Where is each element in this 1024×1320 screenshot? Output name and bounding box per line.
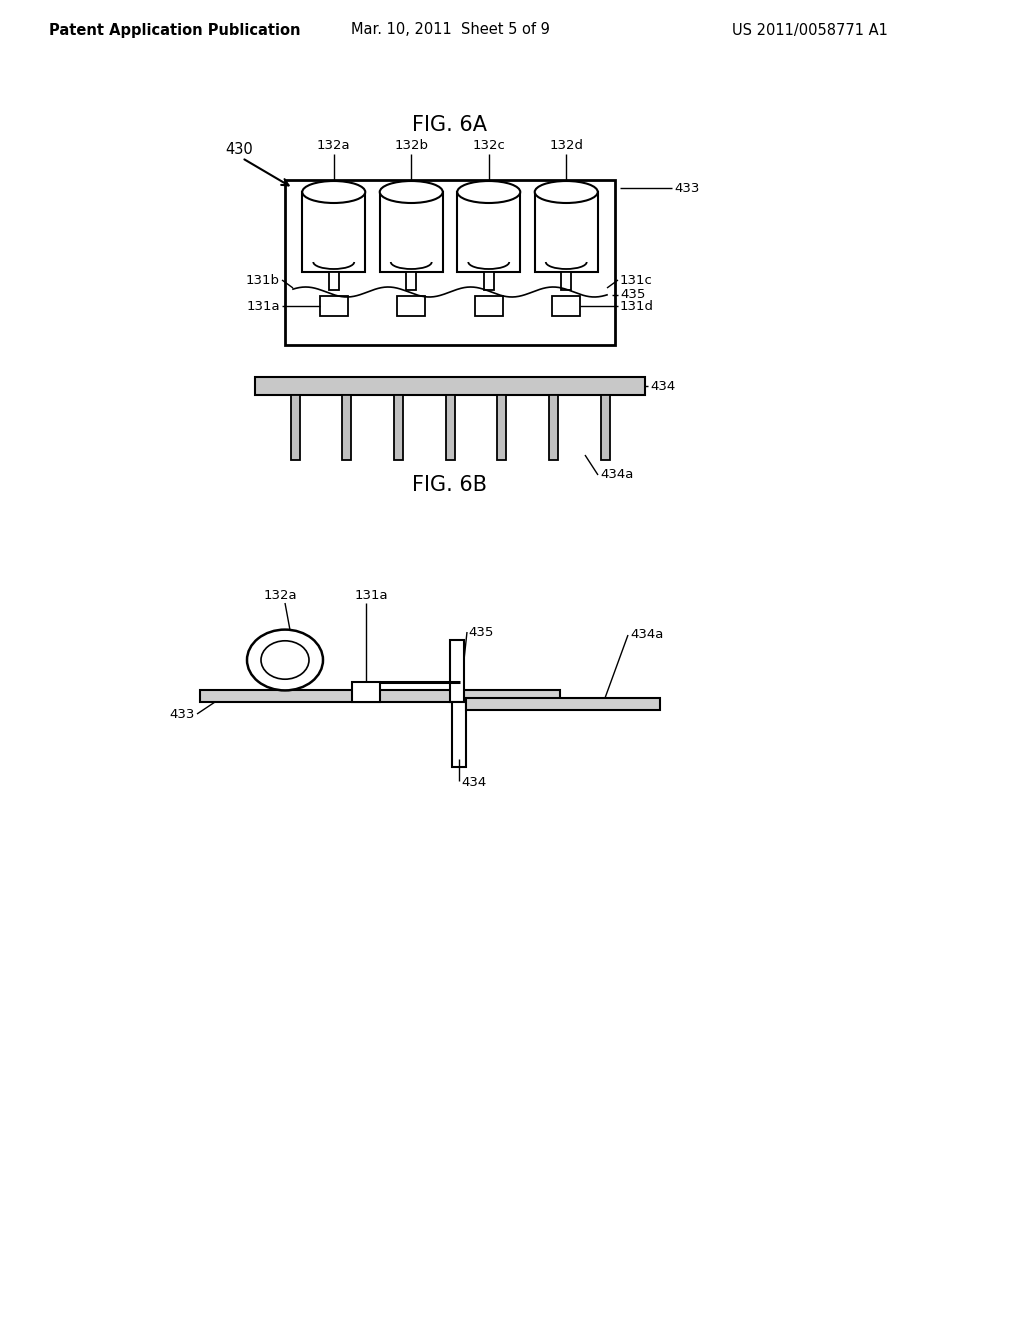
Bar [291, 395, 299, 459]
Text: 434: 434 [461, 776, 486, 788]
Bar [397, 296, 425, 315]
Text: 131d: 131d [620, 300, 654, 313]
Text: 434: 434 [650, 380, 675, 392]
Bar [445, 395, 455, 459]
Bar [407, 272, 416, 290]
Bar [552, 296, 581, 315]
Text: 132d: 132d [549, 139, 584, 152]
Bar [466, 698, 660, 710]
Ellipse shape [302, 181, 366, 203]
Text: 435: 435 [620, 289, 645, 301]
Text: US 2011/0058771 A1: US 2011/0058771 A1 [732, 22, 888, 37]
Bar [549, 395, 558, 459]
Text: 433: 433 [674, 181, 699, 194]
Text: 131b: 131b [246, 273, 280, 286]
Text: 131a: 131a [354, 589, 388, 602]
Text: Mar. 10, 2011  Sheet 5 of 9: Mar. 10, 2011 Sheet 5 of 9 [350, 22, 550, 37]
Text: 430: 430 [225, 143, 253, 157]
Bar [458, 191, 520, 272]
Text: 131a: 131a [247, 300, 280, 313]
Bar [255, 378, 645, 395]
Text: 132b: 132b [394, 139, 428, 152]
Text: 132a: 132a [317, 139, 350, 152]
Text: 131c: 131c [620, 273, 653, 286]
Text: 132c: 132c [472, 139, 505, 152]
Bar [394, 395, 402, 459]
Text: FIG. 6B: FIG. 6B [413, 475, 487, 495]
Ellipse shape [458, 181, 520, 203]
Text: 435: 435 [468, 626, 494, 639]
Bar [200, 690, 560, 702]
Bar [319, 296, 348, 315]
Bar [329, 272, 339, 290]
Ellipse shape [380, 181, 442, 203]
Bar [475, 296, 503, 315]
Bar [535, 191, 598, 272]
Text: 434a: 434a [630, 628, 664, 642]
Bar [498, 395, 506, 459]
Bar [450, 640, 464, 702]
Bar [561, 272, 571, 290]
Bar [352, 682, 380, 702]
Bar [302, 191, 366, 272]
Text: Patent Application Publication: Patent Application Publication [49, 22, 301, 37]
Text: 132a: 132a [263, 589, 297, 602]
Bar [285, 180, 615, 345]
Ellipse shape [247, 630, 323, 690]
Bar [342, 395, 351, 459]
Text: FIG. 6A: FIG. 6A [413, 115, 487, 135]
Bar [600, 395, 609, 459]
Text: 434a: 434a [600, 469, 634, 482]
Bar [380, 191, 442, 272]
Bar [483, 272, 494, 290]
Text: 433: 433 [170, 708, 195, 721]
Bar [452, 702, 466, 767]
Ellipse shape [535, 181, 598, 203]
